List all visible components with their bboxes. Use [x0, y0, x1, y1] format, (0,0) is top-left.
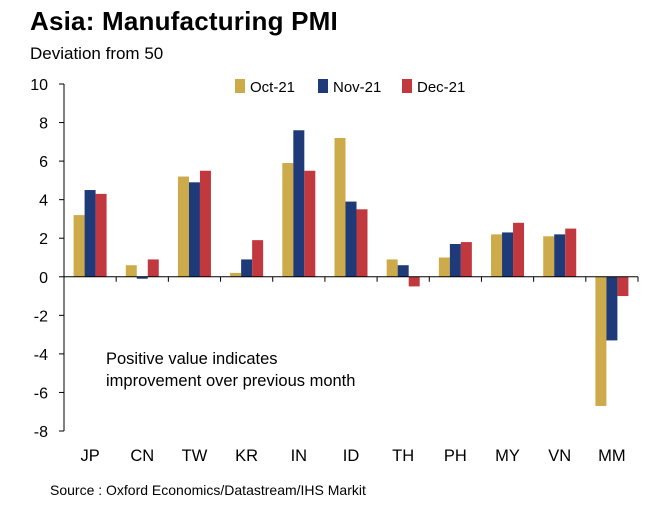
- bar-in-oct: [282, 163, 294, 277]
- legend-label-oct: Oct-21: [250, 79, 295, 96]
- y-tick-label: -4: [34, 347, 48, 364]
- bar-mm-dec: [617, 276, 629, 297]
- bar-tw-nov: [188, 182, 200, 277]
- x-tick-label: MY: [495, 447, 520, 465]
- y-tick-label: 6: [39, 154, 48, 171]
- x-tick-label: JP: [80, 447, 99, 465]
- y-tick-label: 8: [39, 116, 48, 133]
- x-tick-label: PH: [444, 447, 467, 465]
- bar-id-dec: [356, 209, 368, 277]
- legend-swatch-dec: [402, 79, 412, 93]
- bar-jp-dec: [95, 193, 107, 277]
- y-tick-label: 0: [39, 270, 48, 287]
- x-tick-label: TH: [392, 447, 414, 465]
- bar-th-dec: [408, 276, 420, 287]
- x-tick-label: VN: [548, 447, 571, 465]
- x-tick-label: KR: [235, 447, 258, 465]
- bar-in-nov: [293, 130, 305, 277]
- bar-cn-nov: [136, 276, 148, 279]
- bar-id-nov: [345, 201, 357, 277]
- bar-th-nov: [397, 265, 409, 277]
- x-tick-label: MM: [598, 447, 626, 465]
- y-tick-label: 2: [39, 231, 48, 248]
- bar-mm-nov: [606, 276, 618, 341]
- bar-mm-oct: [595, 276, 607, 406]
- bar-vn-nov: [554, 234, 566, 277]
- bar-my-dec: [513, 222, 525, 277]
- legend-swatch-nov: [318, 79, 328, 93]
- x-tick-label: TW: [182, 447, 208, 465]
- y-tick-label: -8: [34, 424, 48, 441]
- bar-kr-dec: [252, 240, 264, 277]
- bars: [73, 130, 629, 406]
- x-tick-label: ID: [343, 447, 360, 465]
- bar-ph-nov: [449, 244, 461, 277]
- legend: Oct-21 Nov-21 Dec-21: [235, 79, 465, 96]
- bar-jp-oct: [73, 215, 85, 277]
- chart-title: Asia: Manufacturing PMI: [30, 6, 338, 36]
- bar-ph-oct: [438, 257, 450, 277]
- bar-tw-dec: [199, 170, 211, 277]
- y-tick-label: 10: [30, 77, 48, 94]
- source-note: Source : Oxford Economics/Datastream/IHS…: [50, 482, 366, 498]
- bar-ph-dec: [460, 242, 472, 277]
- y-tick-label: -6: [34, 385, 48, 402]
- x-tick-label: IN: [291, 447, 308, 465]
- y-tick-label: -2: [34, 308, 48, 325]
- annotation-line-2: improvement over previous month: [106, 372, 355, 390]
- bar-tw-oct: [177, 176, 189, 277]
- bar-th-oct: [386, 259, 398, 277]
- bar-my-oct: [491, 234, 503, 277]
- bar-jp-nov: [84, 190, 96, 277]
- y-tick-label: 4: [39, 193, 48, 210]
- bar-my-nov: [502, 232, 514, 277]
- bar-cn-oct: [125, 265, 137, 277]
- bar-cn-dec: [147, 259, 159, 277]
- x-axis: JP CN TW KR IN ID TH PH MY VN MM: [63, 276, 639, 465]
- bar-vn-oct: [543, 236, 555, 277]
- annotation-line-1: Positive value indicates: [106, 350, 278, 368]
- bar-kr-oct: [230, 272, 242, 277]
- bar-in-dec: [304, 170, 316, 277]
- annotation: Positive value indicates improvement ove…: [106, 350, 355, 390]
- bar-kr-nov: [241, 259, 253, 277]
- bar-vn-dec: [565, 228, 577, 277]
- chart-subtitle: Deviation from 50: [30, 44, 164, 63]
- y-axis: 10 8 6 4 2 0 -2 -4 -6 -8: [30, 77, 65, 441]
- bar-id-oct: [334, 137, 346, 277]
- legend-label-dec: Dec-21: [417, 79, 465, 96]
- x-tick-label: CN: [130, 447, 154, 465]
- legend-swatch-oct: [235, 79, 245, 93]
- legend-label-nov: Nov-21: [333, 79, 381, 96]
